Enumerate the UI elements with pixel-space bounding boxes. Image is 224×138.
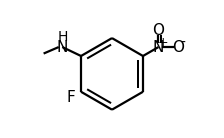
Text: +: + [158, 36, 169, 49]
Text: F: F [66, 90, 75, 105]
Text: -: - [181, 35, 185, 50]
Text: O: O [153, 23, 164, 38]
Text: H: H [58, 30, 68, 44]
Text: N: N [153, 40, 164, 55]
Text: N: N [57, 40, 68, 55]
Text: O: O [172, 40, 184, 55]
